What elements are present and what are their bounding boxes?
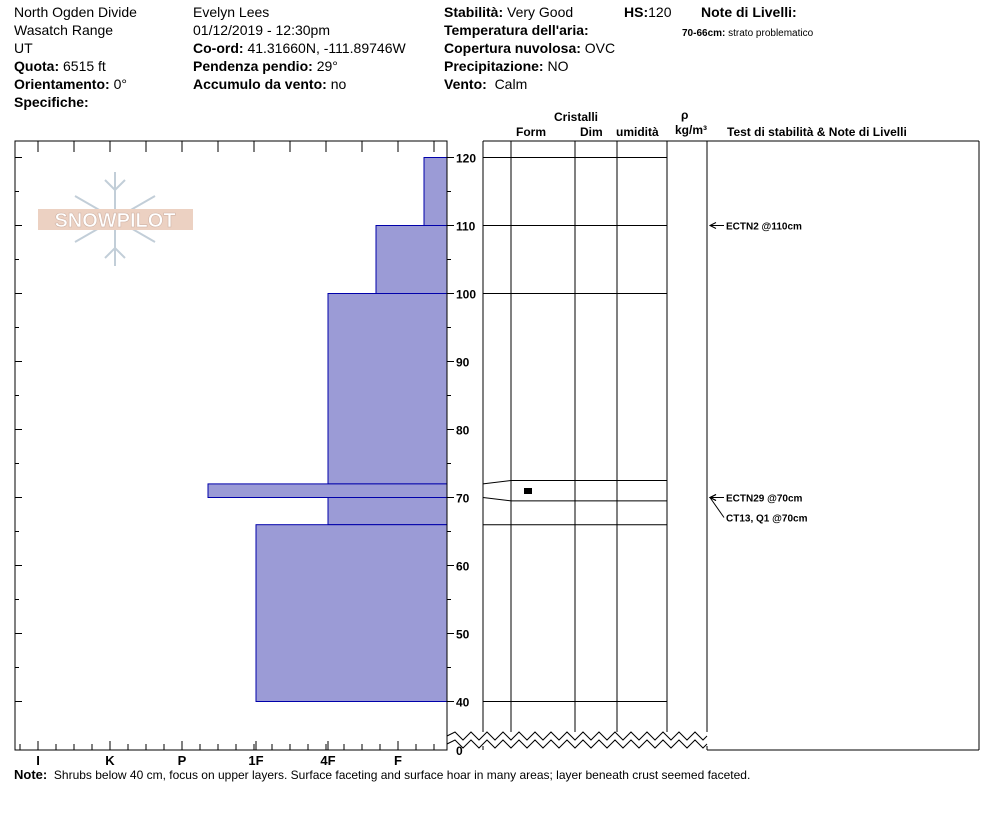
depth-tick-label: 80 — [456, 424, 470, 438]
coordinates-label: Co-ord: — [193, 40, 244, 56]
depth-tick-label: 120 — [456, 152, 476, 166]
form-header: Form — [516, 125, 546, 139]
footer-note-text: Shrubs below 40 cm, focus on upper layer… — [53, 768, 751, 782]
hardness-layers — [207, 157, 448, 703]
elevation-value: 6515 ft — [63, 58, 106, 74]
hardness-tick-label: P — [178, 753, 187, 768]
hardness-tick-label: I — [36, 753, 40, 768]
crystals-header: Cristalli — [554, 110, 599, 124]
specifics-label: Specifiche: — [14, 94, 89, 110]
depth-tick-label: 100 — [456, 288, 476, 302]
aspect-field: Orientamento: 0° — [14, 76, 127, 93]
density-symbol: ρ — [681, 108, 689, 122]
stability-test-label: CT13, Q1 @70cm — [726, 514, 808, 525]
wind-label: Vento: — [444, 76, 487, 92]
hardness-layer-bar — [255, 524, 448, 703]
crystal-grid — [482, 140, 980, 751]
cloud-cover-label: Copertura nuvolosa: — [444, 40, 581, 56]
hardness-layer-bar — [423, 157, 448, 226]
wind-loading-label: Accumulo da vento: — [193, 76, 327, 92]
hardness-tick-label: 4F — [320, 753, 335, 768]
slope-value: 29° — [316, 58, 338, 74]
snow-height-field: HS:120 — [624, 4, 671, 21]
air-temperature-label: Temperatura dell'aria: — [444, 22, 589, 38]
location-name: North Ogden Divide — [14, 4, 137, 20]
state: UT — [14, 40, 33, 56]
hardness-layer-bar — [327, 293, 448, 485]
stability-test-label: ECTN2 @110cm — [726, 222, 802, 233]
snow-height-label: HS: — [624, 4, 649, 20]
wind-field: Vento: Calm — [444, 76, 527, 93]
coordinates-field: Co-ord: 41.31660N, -111.89746W — [193, 40, 406, 57]
layer-notes-title: Note di Livelli: — [701, 4, 797, 20]
stability-tests: ECTN2 @110cm ECTN29 @70cm CT13, Q1 @70cm — [708, 222, 808, 525]
observation-datetime: 01/12/2019 - 12:30pm — [193, 22, 330, 38]
left-depth-ticks — [15, 141, 435, 702]
stability-tests-header: Test di stabilità & Note di Livelli — [727, 125, 907, 139]
mountain-range: Wasatch Range — [14, 22, 114, 38]
wetness-header: umidità — [616, 125, 659, 139]
hardness-layer-bar — [375, 225, 448, 294]
snowpilot-logo: SNOWPILOT — [38, 172, 193, 266]
wind-value: Calm — [494, 76, 528, 92]
depth-tick-label: 40 — [456, 696, 470, 710]
depth-tick-label: 90 — [456, 356, 470, 370]
footer-note-label: Note: — [14, 767, 48, 782]
test-arrowhead — [708, 494, 717, 501]
stability-label: Stabilità: — [444, 4, 504, 20]
precipitation-label: Precipitazione: — [444, 58, 544, 74]
depth-tick-label: 70 — [456, 492, 470, 506]
hardness-axis: I K P 1F 4F F — [19, 741, 435, 768]
layer-boundary-line — [482, 497, 667, 502]
density-unit: kg/m³ — [675, 123, 708, 137]
coordinates-value: 41.31660N, -111.89746W — [247, 40, 406, 56]
test-pointer — [709, 497, 725, 518]
depth-tick-label: 50 — [456, 628, 470, 642]
hardness-layer-bar — [327, 497, 448, 526]
slope-field: Pendenza pendio: 29° — [193, 58, 338, 75]
elevation-field: Quota: 6515 ft — [14, 58, 106, 75]
grain-form-symbol — [524, 488, 532, 494]
layer-boundary-line — [482, 480, 667, 485]
test-arrowhead — [708, 222, 717, 229]
axis-break — [446, 731, 708, 749]
depth-tick-label: 0 — [456, 744, 463, 758]
cloud-cover-value: OVC — [584, 40, 616, 56]
layer-boundaries — [482, 157, 667, 702]
stability-test-label: ECTN29 @70cm — [726, 494, 803, 505]
stability-field: Stabilità: Very Good — [444, 4, 573, 21]
aspect-label: Orientamento: — [14, 76, 110, 92]
observer-name: Evelyn Lees — [193, 4, 270, 20]
cloud-cover-field: Copertura nuvolosa: OVC — [444, 40, 615, 57]
hardness-layer-bar — [207, 483, 448, 498]
logo-text: SNOWPILOT — [54, 210, 175, 232]
depth-tick-label: 60 — [456, 560, 470, 574]
hardness-tick-label: F — [394, 753, 402, 768]
depth-tick-label: 110 — [456, 220, 476, 234]
depth-axis: 120 110 100 90 80 70 60 50 40 0 — [446, 141, 476, 758]
aspect-value: 0° — [113, 76, 127, 92]
layer-note: 70-66cm: strato problematico — [682, 25, 813, 42]
wind-loading-field: Accumulo da vento: no — [193, 76, 346, 93]
stability-value: Very Good — [507, 4, 574, 20]
precipitation-value: NO — [547, 58, 569, 74]
hardness-tick-label: 1F — [248, 753, 263, 768]
precipitation-field: Precipitazione: NO — [444, 58, 568, 75]
layer-note-range: 70-66cm: — [682, 28, 726, 39]
snow-height-value: 120 — [648, 4, 672, 20]
footer-note: Note: Shrubs below 40 cm, focus on upper… — [14, 766, 750, 784]
elevation-label: Quota: — [14, 58, 60, 74]
layer-note-text: strato problematico — [728, 28, 814, 39]
hardness-tick-label: K — [105, 753, 115, 768]
size-header: Dim — [580, 125, 603, 139]
slope-label: Pendenza pendio: — [193, 58, 313, 74]
wind-loading-value: no — [330, 76, 347, 92]
